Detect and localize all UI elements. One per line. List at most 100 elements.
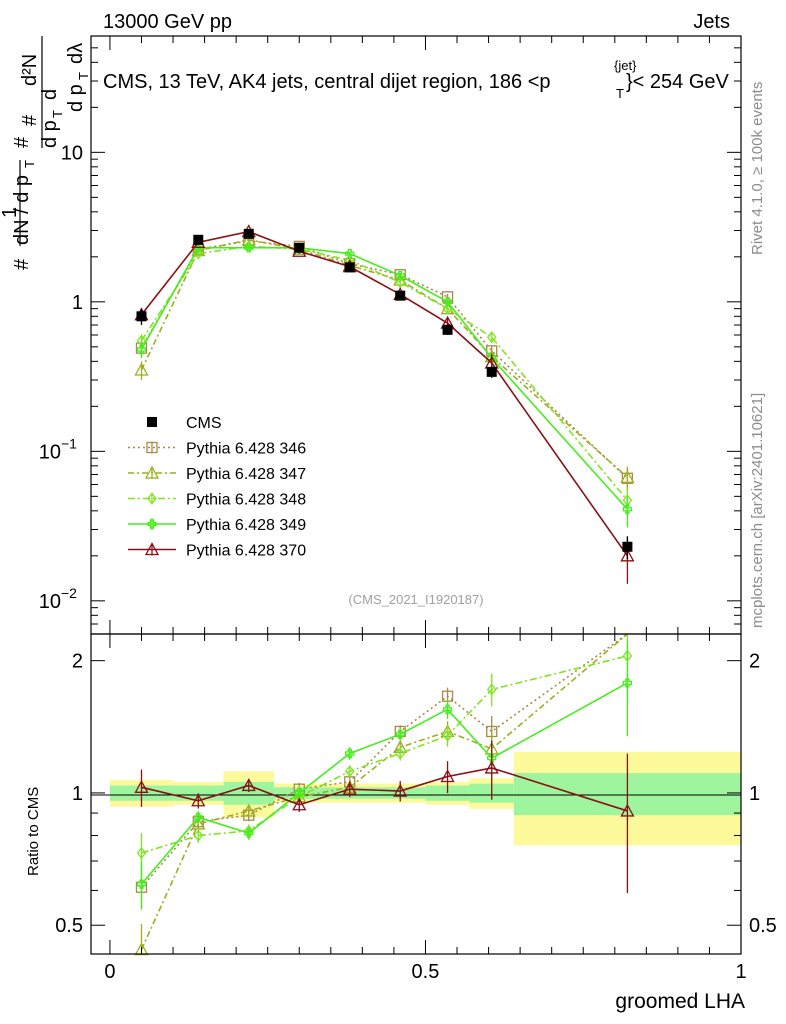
series-1-point [134, 362, 149, 376]
data-point [136, 311, 147, 322]
ratio-y-tick-label-right: 0.5 [749, 915, 777, 937]
series-3-ratio-point [136, 879, 147, 889]
series-2-ratio-point [486, 683, 497, 696]
series-1-ratio-point [241, 803, 256, 817]
ratio-series-layer [134, 633, 635, 956]
x-tick-label: 0.5 [412, 961, 440, 983]
title-sub: T [616, 86, 624, 101]
series-2-line [140, 245, 629, 501]
series-3-ratio-point [345, 748, 355, 759]
data-point [486, 366, 497, 377]
series-2-ratio-point [136, 846, 147, 860]
series-3-ratio-point [294, 788, 304, 798]
series-3-point [244, 243, 254, 253]
ratio-y-tick-label-right: 1 [749, 783, 760, 805]
series-3-ratio-point [395, 729, 405, 739]
svg-text:T: T [50, 110, 65, 118]
svg-text:d²N: d²N [19, 54, 41, 86]
svg-text:d p: d p [65, 84, 87, 112]
header-left: 13000 GeV pp [103, 11, 232, 33]
legend: CMS Pythia 6.428 346 Pythia 6.428 347 Pythi… [128, 415, 306, 560]
data-point [294, 242, 305, 253]
series-3 [136, 243, 633, 528]
series-4-ratio-point [191, 793, 206, 807]
legend-entry-4: Pythia 6.428 349 [128, 517, 306, 534]
series-4-ratio [134, 740, 635, 894]
legend-marker [147, 519, 157, 529]
ratio-y-label: Ratio to CMS [25, 787, 42, 876]
series-3-point [395, 270, 405, 281]
series-4-ratio-point [134, 779, 149, 793]
ratio-y-tick-label-right: 2 [749, 651, 760, 673]
title-sup: {jet} [614, 58, 637, 73]
main-y-tick-label: 10 [39, 441, 61, 463]
main-y-tick-label: 10 [61, 142, 83, 164]
legend-entry-3: Pythia 6.428 348 [128, 492, 306, 509]
legend-label: Pythia 6.428 347 [186, 466, 306, 483]
series-2-ratio-point [395, 747, 406, 760]
series-4-ratio-point [440, 769, 455, 783]
ratio-y-tick-label: 0.5 [55, 915, 83, 937]
series-3-point [442, 297, 453, 307]
rivet-label: Rivet 4.1.0, ≥ 100k events [749, 82, 766, 255]
data-point [344, 262, 355, 273]
series-2-point [442, 302, 453, 315]
series-3-ratio [136, 641, 633, 910]
svg-text:d p: d p [39, 120, 61, 148]
svg-text:#: # [19, 114, 41, 126]
legend-marker [147, 492, 157, 505]
series-3-ratio-point [442, 704, 453, 714]
data-point [622, 541, 633, 552]
legend-entry-5: Pythia 6.428 370 [128, 542, 306, 560]
series-3-ratio-point [244, 828, 254, 838]
data-point [395, 290, 406, 301]
main-y-tick-exponent: −2 [61, 585, 77, 601]
ratio-band-inner [223, 781, 275, 805]
legend-label: CMS [186, 415, 222, 432]
series-4-ratio-point [342, 781, 357, 795]
legend-marker [147, 417, 157, 427]
svg-text:T: T [76, 72, 91, 80]
x-tick-label: 1 [735, 961, 746, 983]
x-tick-label: 0 [104, 961, 115, 983]
ratio-y-tick-label: 1 [72, 783, 83, 805]
legend-label: Pythia 6.428 346 [186, 441, 306, 458]
svg-text:dλ: dλ [65, 43, 87, 64]
main-y-tick-exponent: −1 [61, 435, 77, 451]
series-4-ratio-point [292, 797, 307, 811]
legend-marker [146, 441, 158, 454]
series-4-ratio-point [241, 778, 256, 792]
svg-text:T: T [22, 160, 37, 168]
series-4-ratio-point [393, 783, 408, 797]
series-2-ratio-point [193, 829, 204, 842]
data-point [442, 324, 453, 335]
main-y-tick-label: 1 [72, 292, 83, 314]
header-right: Jets [693, 11, 730, 33]
series-3-ratio-point [193, 812, 203, 822]
ratio-panel-frame [90, 633, 742, 955]
svg-text:#: # [11, 136, 33, 148]
series-3-point [345, 249, 355, 259]
series-4-ratio-point [620, 803, 635, 817]
series-3-point [136, 344, 147, 355]
legend-label: Pythia 6.428 370 [186, 543, 306, 560]
title-main: CMS, 13 TeV, AK4 jets, central dijet reg… [103, 71, 551, 93]
series-1-point [620, 469, 635, 483]
svg-text:#: # [11, 258, 33, 270]
url-label: mcplots.cern.ch [arXiv:2401.10621] [749, 393, 766, 628]
plot-title: CMS, 13 TeV, AK4 jets, central dijet reg… [103, 58, 730, 101]
series-3-ratio-point [622, 678, 633, 688]
svg-text:1: 1 [0, 207, 21, 218]
data-point [243, 228, 254, 239]
series-2-ratio-point [442, 729, 453, 742]
legend-label: Pythia 6.428 349 [186, 517, 306, 534]
legend-label: Pythia 6.428 348 [186, 492, 306, 509]
ratio-y-tick-label: 2 [72, 651, 83, 673]
data-points-layer [136, 228, 633, 560]
series-2-point [486, 331, 497, 344]
series-2-ratio-point [344, 765, 355, 778]
svg-text:dN / d p: dN / d p [11, 175, 33, 245]
legend-entry-1: Pythia 6.428 346 [128, 441, 306, 458]
